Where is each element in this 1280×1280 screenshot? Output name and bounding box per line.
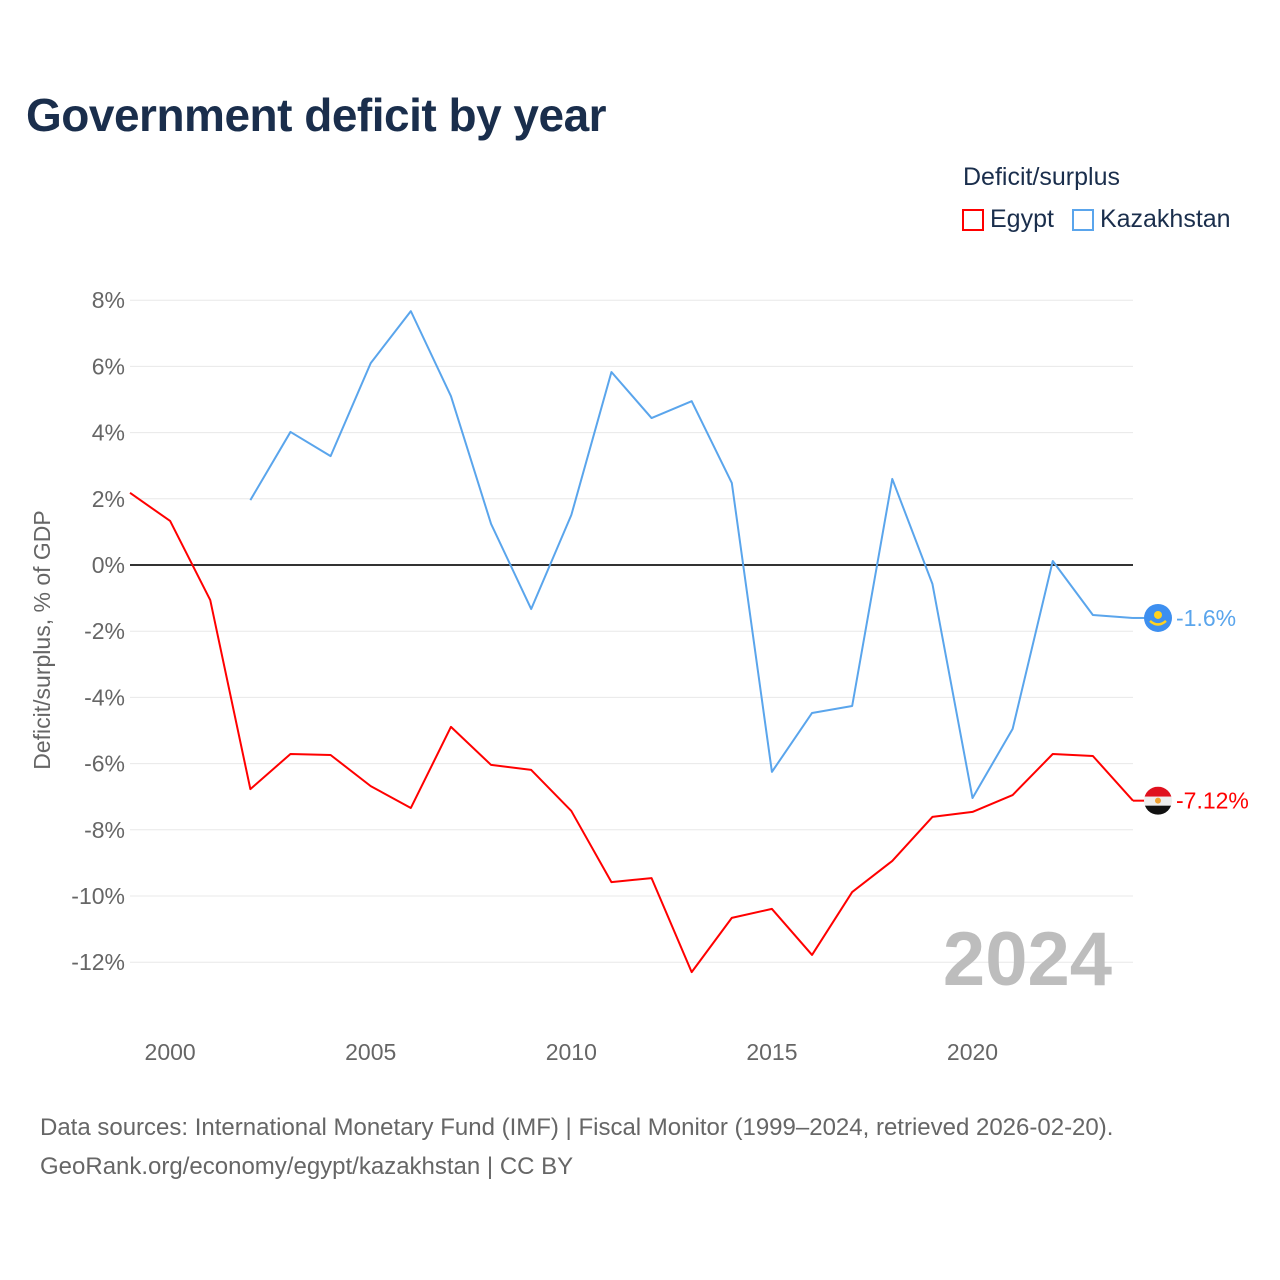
series-line-egypt: [129, 492, 1134, 974]
egypt-flag-icon: [1144, 786, 1172, 797]
legend-swatch-kazakhstan: [1071, 208, 1094, 231]
y-tick-label: -2%: [84, 618, 125, 644]
flag-eagle: [1155, 797, 1161, 804]
flag-sun: [1154, 610, 1162, 619]
y-tick-label: 8%: [92, 287, 125, 313]
source-line-2[interactable]: GeoRank.org/economy/egypt/kazakhstan | C…: [40, 1153, 574, 1180]
x-tick-label: 2010: [546, 1039, 597, 1065]
legend-label: Kazakhstan: [1099, 205, 1231, 233]
y-axis-label: Deficit/surplus, % of GDP: [29, 510, 55, 769]
y-tick-label: -10%: [71, 883, 125, 909]
y-tick-label: -12%: [71, 949, 125, 975]
flag-stripe: [1144, 805, 1172, 815]
legend: Egypt Kazakhstan: [962, 205, 1231, 234]
legend-item-kazakhstan[interactable]: Kazakhstan: [1071, 205, 1231, 234]
end-value-label-kazakhstan: -1.6%: [1176, 605, 1236, 631]
x-tick-label: 2005: [345, 1039, 396, 1065]
y-tick-label: 0%: [92, 552, 125, 578]
y-tick-label: 6%: [92, 353, 125, 379]
year-watermark: 2024: [943, 917, 1112, 1002]
x-tick-label: 2020: [947, 1039, 998, 1065]
series-line-kazakhstan: [249, 310, 1134, 800]
y-tick-label: 2%: [92, 486, 125, 512]
y-tick-label: -4%: [84, 684, 125, 710]
source-line-1: Data sources: International Monetary Fun…: [40, 1114, 1114, 1141]
y-tick-label: 4%: [92, 420, 125, 446]
y-tick-label: -6%: [84, 751, 125, 777]
legend-swatch-egypt: [962, 208, 984, 231]
flag-eagle: [1149, 619, 1167, 626]
legend-item-egypt[interactable]: Egypt: [962, 205, 1054, 234]
x-tick-label: 2000: [145, 1039, 196, 1065]
end-value-label-egypt: -7.12%: [1176, 788, 1249, 814]
source-note: Data sources: International Monetary Fun…: [40, 1108, 1113, 1186]
chart-title: Government deficit by year: [26, 89, 607, 141]
x-tick-label: 2015: [746, 1039, 797, 1065]
legend-label: Egypt: [990, 205, 1054, 233]
y-tick-label: -8%: [84, 817, 125, 843]
legend-title: Deficit/surplus: [963, 163, 1120, 191]
